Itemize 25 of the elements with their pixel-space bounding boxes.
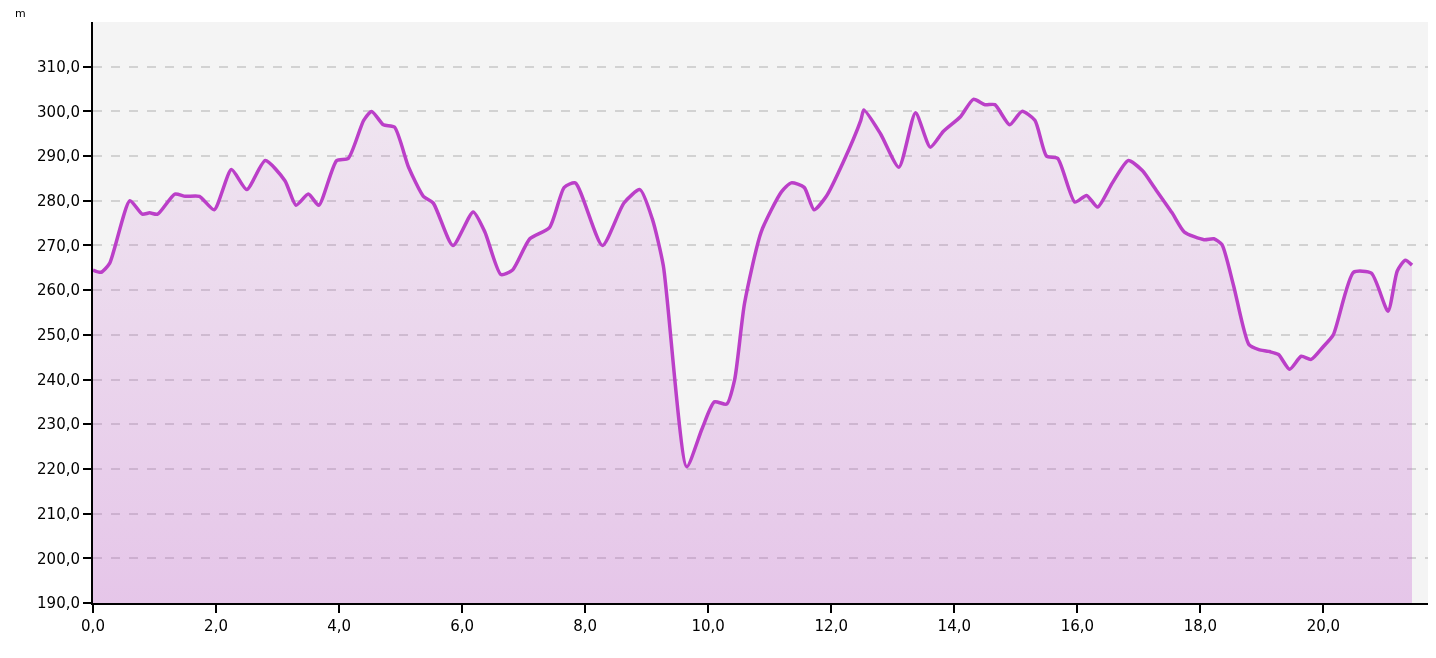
y-tick-label: 200,0 [37, 549, 80, 568]
x-tick-label: 0,0 [81, 617, 105, 635]
x-tick-label: 14,0 [937, 617, 971, 635]
y-tick-label: 210,0 [37, 504, 80, 523]
y-tick-label: 310,0 [37, 57, 80, 76]
y-tick-label: 290,0 [37, 147, 80, 166]
x-tick-label: 20,0 [1306, 617, 1341, 635]
x-tick-label: 4,0 [327, 617, 352, 635]
y-tick-label: 220,0 [37, 460, 80, 479]
x-tick-label: 16,0 [1060, 617, 1095, 635]
y-tick-label: 190,0 [37, 594, 80, 613]
y-tick-label: 300,0 [37, 102, 80, 121]
x-tick-label: 8,0 [573, 617, 598, 635]
x-tick-label: 6,0 [450, 617, 475, 635]
y-tick-label: 270,0 [37, 236, 80, 255]
x-tick-label: 12,0 [814, 617, 848, 635]
y-tick-label: 240,0 [37, 370, 80, 389]
y-tick-label: 280,0 [37, 192, 80, 211]
x-tick-label: 18,0 [1183, 617, 1218, 635]
y-tick-label: 230,0 [37, 415, 80, 434]
y-tick-label: 250,0 [37, 326, 80, 345]
y-tick-label: 260,0 [37, 281, 80, 300]
y-axis-title: m [15, 7, 26, 20]
x-tick-label: 2,0 [204, 617, 228, 635]
x-tick-label: 10,0 [691, 617, 725, 635]
